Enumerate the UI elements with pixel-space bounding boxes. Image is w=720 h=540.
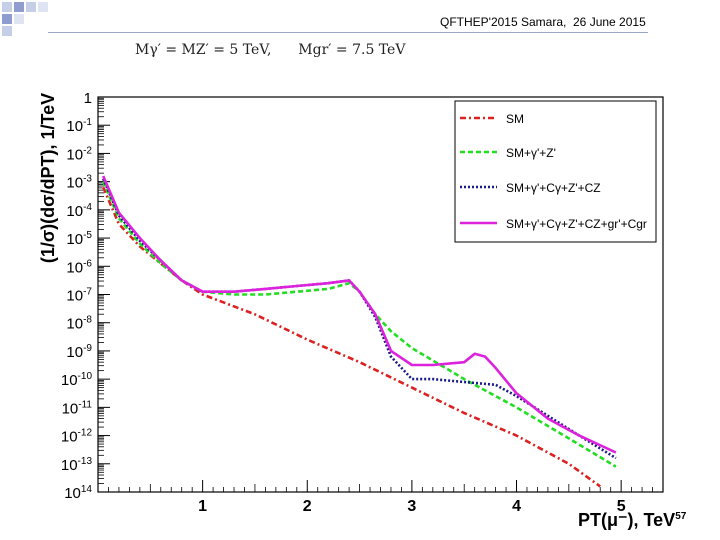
series-line-1 xyxy=(102,181,617,468)
gauge-boson-mass: Mγ′ = MZ′ = 5 TeV, xyxy=(135,42,272,58)
y-tick-label: 10-7 xyxy=(66,287,92,305)
legend-entry-2: SM+γ'+Cγ+Z'+CZ xyxy=(506,181,601,195)
y-tick-label: 10-10 xyxy=(61,371,93,389)
legend-entry-0: SM xyxy=(506,112,524,126)
series-line-3 xyxy=(102,175,617,454)
y-tick-label: 10-4 xyxy=(66,202,92,220)
slide-number: 57 xyxy=(675,511,687,522)
legend-box xyxy=(454,100,657,243)
legend-entry-1: SM+γ'+Z' xyxy=(506,146,556,160)
y-axis-label: (1/σ)(dσ/dPT), 1/TeV xyxy=(38,93,58,263)
y-tick-label: 10-2 xyxy=(66,145,92,163)
x-tick-label: 5 xyxy=(617,498,626,515)
graviton-mass: Mgr′ = 7.5 TeV xyxy=(298,42,406,58)
decorative-squares xyxy=(2,2,48,36)
y-tick-label: 10-6 xyxy=(66,258,92,276)
y-tick-label: 10-3 xyxy=(66,174,92,192)
y-tick-label: 1014 xyxy=(64,484,92,502)
y-tick-label: 10-8 xyxy=(66,315,92,333)
header-divider xyxy=(48,32,648,33)
x-axis-label: PT(μ⁻), TeV xyxy=(578,510,676,530)
conference-header: QFTHEP'2015 Samara, 26 June 2015 xyxy=(440,15,646,29)
mass-parameters: Mγ′ = MZ′ = 5 TeV, Mgr′ = 7.5 TeV xyxy=(135,42,405,58)
series-line-0 xyxy=(102,186,601,488)
x-tick-label: 1 xyxy=(198,498,207,515)
y-tick-label: 10-9 xyxy=(66,343,92,361)
y-tick-label: 10-5 xyxy=(66,230,92,248)
x-tick-label: 4 xyxy=(512,498,521,515)
x-tick-label: 3 xyxy=(407,498,416,515)
y-tick-label: 10-12 xyxy=(61,428,93,446)
legend-entry-3: SM+γ'+Cγ+Z'+CZ+gr'+Cgr xyxy=(506,217,647,231)
y-tick-label: 10-11 xyxy=(62,399,93,417)
x-tick-label: 2 xyxy=(303,498,312,515)
y-tick-label: 10-1 xyxy=(66,117,92,135)
y-tick-label: 10-13 xyxy=(61,456,93,474)
x-axis-title: PT(μ⁻), TeV57 xyxy=(578,510,686,531)
y-tick-label: 1 xyxy=(84,90,92,107)
